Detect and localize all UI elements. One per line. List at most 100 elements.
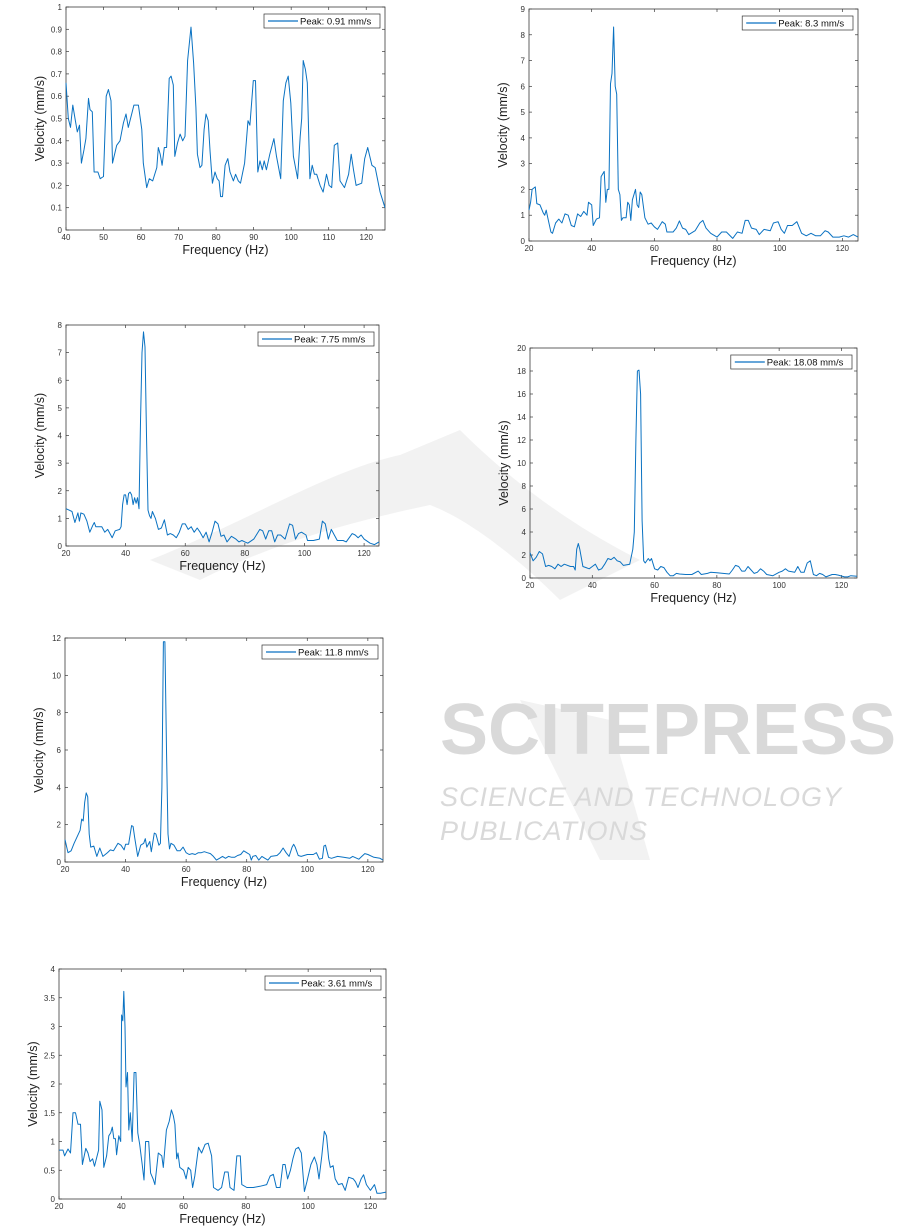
y-tick-label: 6	[521, 82, 526, 91]
x-axis-label: Frequency (Hz)	[650, 591, 736, 605]
y-tick-label: 0.7	[51, 70, 63, 79]
chart-4: 20 40 60 80 100 120 0 2 4 6 8 10 12 14 16 18 20 Frequency…	[497, 344, 858, 605]
y-tick-label: 7	[58, 349, 63, 358]
x-tick-label: 100	[284, 233, 298, 242]
y-tick-label: 10	[52, 671, 61, 680]
plot-area	[529, 347, 858, 579]
y-tick-label: 6	[522, 505, 527, 514]
y-tick-label: 12	[52, 634, 61, 643]
plot-area	[58, 968, 387, 1200]
y-tick-label: 0.6	[51, 92, 63, 101]
x-tick-label: 100	[301, 1202, 315, 1211]
x-tick-label: 40	[117, 1202, 126, 1211]
chart-5: 20 40 60 80 100 120 0 2 4 6 8 10 12 Frequency (Hz) Vel…	[32, 634, 384, 889]
legend-box	[730, 354, 853, 370]
legend-box	[257, 331, 375, 347]
y-tick-label: 0.4	[51, 137, 63, 146]
y-tick-label: 18	[517, 367, 526, 376]
plot-area	[65, 324, 380, 547]
y-axis-label: Velocity (mm/s)	[33, 76, 47, 161]
x-tick-label: 100	[301, 865, 315, 874]
y-tick-label: 12	[517, 436, 526, 445]
y-tick-label: 3.5	[44, 994, 56, 1003]
x-tick-label: 80	[242, 865, 251, 874]
y-tick-label: 2	[51, 1080, 56, 1089]
y-tick-label: 0.8	[51, 48, 63, 57]
legend-text: Peak: 0.91 mm/s	[300, 17, 372, 28]
series-line	[64, 641, 384, 861]
x-tick-label: 80	[713, 244, 722, 253]
y-tick-label: 4	[51, 965, 56, 974]
y-tick-label: 9	[521, 5, 526, 14]
y-tick-label: 0.3	[51, 159, 63, 168]
y-tick-label: 8	[522, 482, 527, 491]
x-tick-label: 120	[836, 244, 850, 253]
y-tick-label: 3	[58, 459, 63, 468]
x-tick-label: 120	[835, 581, 849, 590]
x-tick-label: 120	[361, 865, 375, 874]
x-tick-label: 20	[526, 581, 535, 590]
y-tick-label: 0	[58, 542, 63, 551]
y-tick-label: 0.1	[51, 204, 63, 213]
y-tick-label: 2	[521, 185, 526, 194]
x-tick-label: 60	[137, 233, 146, 242]
x-axis-label: Frequency (Hz)	[181, 875, 267, 889]
legend-text: Peak: 3.61 mm/s	[301, 979, 373, 990]
x-tick-label: 40	[587, 244, 596, 253]
y-tick-label: 2	[522, 551, 527, 560]
legend-box	[741, 15, 854, 31]
y-tick-label: 2.5	[44, 1051, 56, 1060]
x-tick-label: 80	[712, 581, 721, 590]
x-tick-label: 80	[241, 1202, 250, 1211]
x-tick-label: 120	[364, 1202, 378, 1211]
x-tick-label: 60	[650, 244, 659, 253]
y-tick-label: 0	[51, 1195, 56, 1204]
y-axis-label: Velocity (mm/s)	[496, 82, 510, 167]
series-line	[65, 331, 380, 546]
plot-area	[64, 637, 384, 863]
y-tick-label: 0.2	[51, 181, 63, 190]
series-line	[65, 26, 386, 208]
y-tick-label: 4	[58, 432, 63, 441]
y-tick-label: 0	[521, 237, 526, 246]
y-tick-label: 3	[521, 160, 526, 169]
y-axis-label: Velocity (mm/s)	[497, 420, 511, 505]
y-tick-label: 0	[58, 226, 63, 235]
y-tick-label: 6	[57, 746, 62, 755]
x-tick-label: 120	[360, 233, 374, 242]
y-tick-label: 0.5	[51, 115, 63, 124]
x-tick-label: 60	[181, 549, 190, 558]
chart-3: 20 40 60 80 100 120 0 1 2 3 4 5 6 7 8 Frequency (Hz) Vel…	[33, 321, 380, 573]
x-tick-label: 20	[62, 549, 71, 558]
y-tick-label: 4	[522, 528, 527, 537]
x-tick-label: 60	[182, 865, 191, 874]
y-tick-label: 2	[58, 487, 63, 496]
x-tick-label: 90	[249, 233, 258, 242]
x-axis-label: Frequency (Hz)	[179, 559, 265, 573]
y-tick-label: 1	[51, 1138, 56, 1147]
plot-area	[528, 8, 859, 242]
legend-text: Peak: 7.75 mm/s	[294, 335, 366, 346]
y-tick-label: 10	[517, 459, 526, 468]
legend: Peak: 3.61 mm/s	[264, 975, 382, 991]
y-tick-label: 0.9	[51, 25, 63, 34]
y-tick-label: 20	[517, 344, 526, 353]
x-tick-label: 70	[174, 233, 183, 242]
y-tick-label: 0.5	[44, 1166, 56, 1175]
legend: Peak: 8.3 mm/s	[741, 15, 854, 31]
y-tick-label: 7	[521, 57, 526, 66]
y-tick-label: 3	[51, 1023, 56, 1032]
legend: Peak: 0.91 mm/s	[263, 13, 381, 29]
y-tick-label: 6	[58, 376, 63, 385]
x-tick-label: 100	[773, 244, 787, 253]
y-tick-label: 2	[57, 821, 62, 830]
x-tick-label: 20	[55, 1202, 64, 1211]
x-tick-label: 40	[121, 549, 130, 558]
x-tick-label: 20	[525, 244, 534, 253]
x-tick-label: 50	[99, 233, 108, 242]
chart-1: 40 50 60 70 80 90 100 110 120 0 0.1 0.2 0.3 0.4 0.5 0.6…	[33, 3, 386, 257]
legend-text: Peak: 11.8 mm/s	[298, 648, 369, 659]
x-tick-label: 100	[772, 581, 786, 590]
